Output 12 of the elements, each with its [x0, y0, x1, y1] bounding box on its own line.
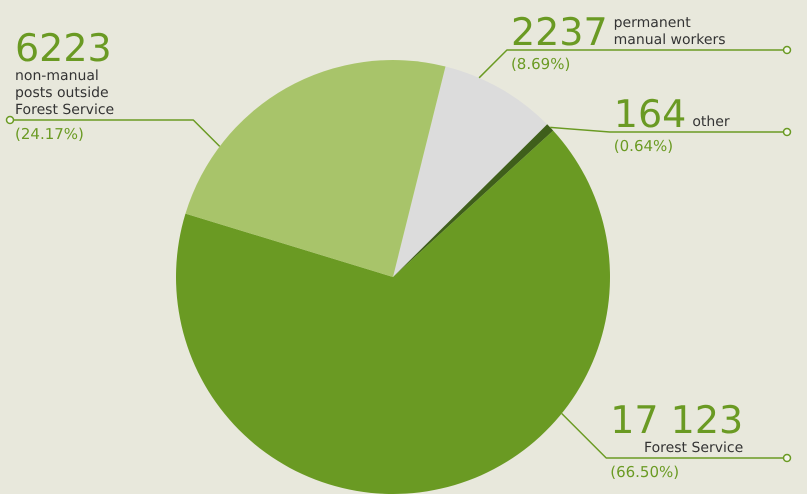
text: (24.17%)	[15, 125, 84, 143]
slice-label: Forest Service	[644, 440, 744, 456]
text: (8.69%)	[510, 55, 570, 73]
data-label: 2237	[510, 10, 608, 54]
data-label: 164	[614, 92, 686, 136]
text: (66.50%)	[610, 463, 680, 481]
data-label: 6223	[15, 26, 112, 70]
text: (0.64%)	[614, 137, 674, 155]
data-label: 17 123	[610, 398, 744, 442]
slice-label: other	[692, 114, 730, 130]
slice-label: permanent manual workers	[614, 15, 726, 48]
slice-label: non-manual posts outside Forest Service	[15, 68, 114, 118]
